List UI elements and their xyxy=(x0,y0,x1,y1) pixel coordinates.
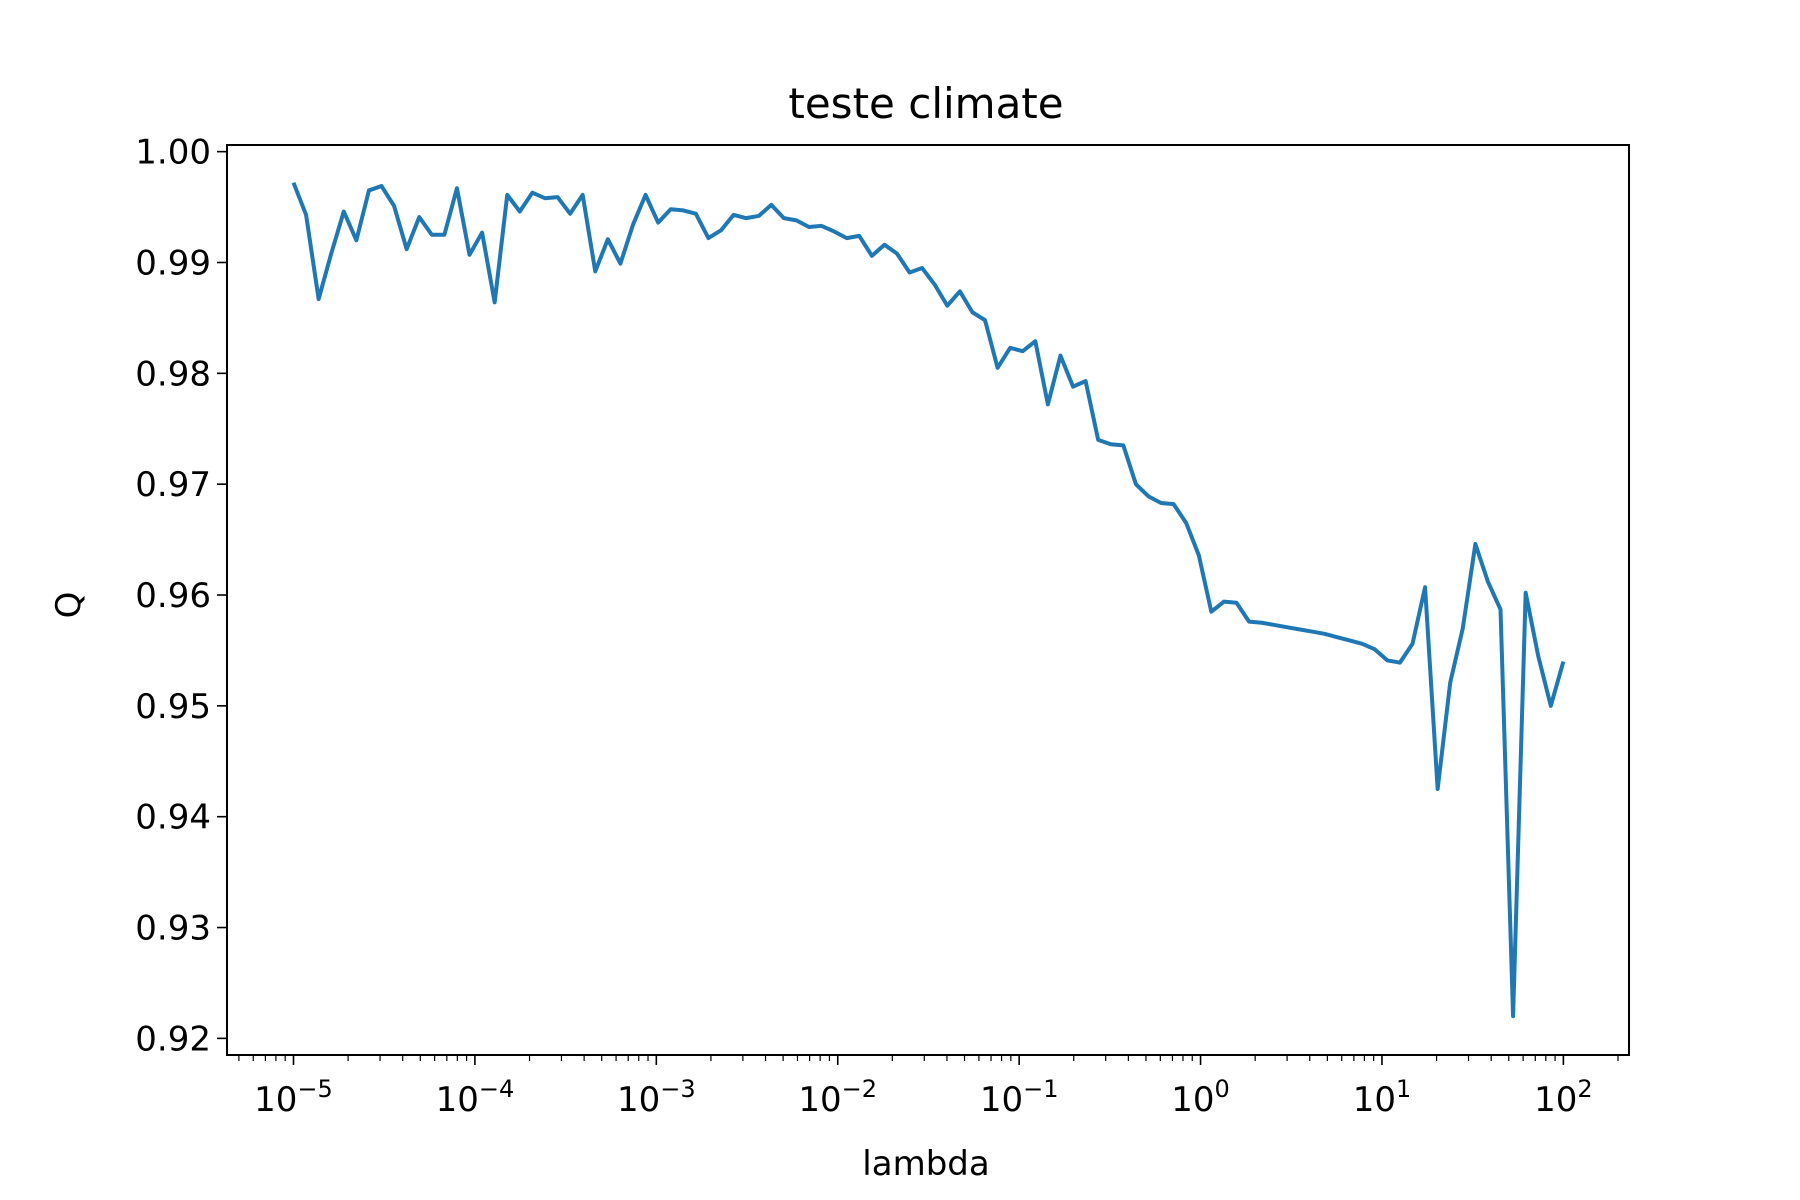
x-tick-label: 10−3 xyxy=(617,1075,696,1120)
chart-title: teste climate xyxy=(788,79,1063,128)
x-tick-label: 10−1 xyxy=(980,1075,1059,1120)
x-tick-label: 10−2 xyxy=(798,1075,877,1120)
y-tick-label: 0.99 xyxy=(135,243,211,283)
x-tick-label: 10−4 xyxy=(436,1075,515,1120)
y-tick-label: 1.00 xyxy=(135,133,211,173)
y-tick-label: 0.92 xyxy=(135,1019,211,1059)
y-tick-label: 0.93 xyxy=(135,909,211,949)
y-tick-label: 0.97 xyxy=(135,465,211,505)
y-tick-label: 0.96 xyxy=(135,576,211,616)
x-tick-label: 10−5 xyxy=(254,1075,333,1120)
plot-frame xyxy=(226,144,1630,1056)
x-tick-label: 101 xyxy=(1353,1075,1412,1120)
y-tick-label: 0.94 xyxy=(135,798,211,838)
x-axis-label: lambda xyxy=(862,1144,989,1184)
y-tick-label: 0.98 xyxy=(135,354,211,394)
series-line xyxy=(291,181,1566,1019)
x-axis-ticks: 10−5 10−4 10−3 10−2 10−1 100 101 102 xyxy=(254,1055,1593,1120)
x-tick-label: 102 xyxy=(1534,1075,1593,1120)
y-axis-ticks: 0.92 0.93 0.94 0.95 0.96 0.97 0.98 0.99 1.00 xyxy=(135,133,227,1059)
plot-series xyxy=(291,181,1566,1019)
y-axis-label: Q xyxy=(49,592,89,619)
x-tick-label: 100 xyxy=(1171,1075,1230,1120)
y-tick-label: 0.95 xyxy=(135,687,211,727)
